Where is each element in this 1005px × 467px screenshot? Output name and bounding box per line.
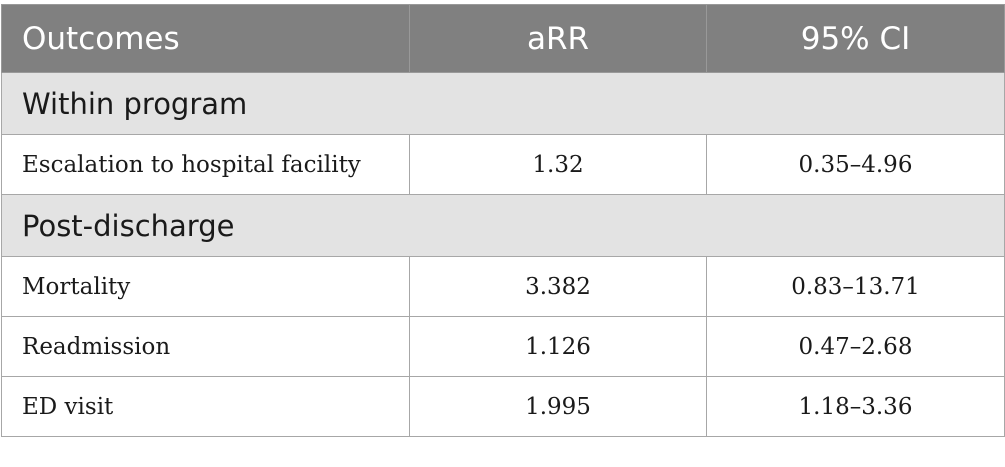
header-row: Outcomes aRR 95% CI (1, 4, 1005, 73)
arr-cell: 1.32 (409, 134, 707, 195)
outcome-cell: Escalation to hospital facility (1, 134, 410, 195)
header-outcomes: Outcomes (1, 4, 410, 73)
table-body: Within program Escalation to hospital fa… (1, 72, 1005, 437)
table-row: Readmission 1.126 0.47–2.68 (1, 316, 1005, 377)
outcomes-table: Outcomes aRR 95% CI Within program Escal… (1, 4, 1005, 437)
section-title: Within program (1, 72, 1005, 135)
arr-cell: 3.382 (409, 256, 707, 317)
outcome-cell: Mortality (1, 256, 410, 317)
header-arr: aRR (409, 4, 707, 73)
section-row-post-discharge: Post-discharge (1, 194, 1005, 257)
table-row: ED visit 1.995 1.18–3.36 (1, 376, 1005, 437)
outcome-cell: Readmission (1, 316, 410, 377)
table-header: Outcomes aRR 95% CI (1, 4, 1005, 73)
table-row: Escalation to hospital facility 1.32 0.3… (1, 134, 1005, 195)
arr-cell: 1.995 (409, 376, 707, 437)
ci-cell: 0.35–4.96 (706, 134, 1005, 195)
section-title: Post-discharge (1, 194, 1005, 257)
arr-cell: 1.126 (409, 316, 707, 377)
table-row: Mortality 3.382 0.83–13.71 (1, 256, 1005, 317)
section-row-within-program: Within program (1, 72, 1005, 135)
ci-cell: 1.18–3.36 (706, 376, 1005, 437)
header-ci: 95% CI (706, 4, 1005, 73)
ci-cell: 0.83–13.71 (706, 256, 1005, 317)
ci-cell: 0.47–2.68 (706, 316, 1005, 377)
outcome-cell: ED visit (1, 376, 410, 437)
